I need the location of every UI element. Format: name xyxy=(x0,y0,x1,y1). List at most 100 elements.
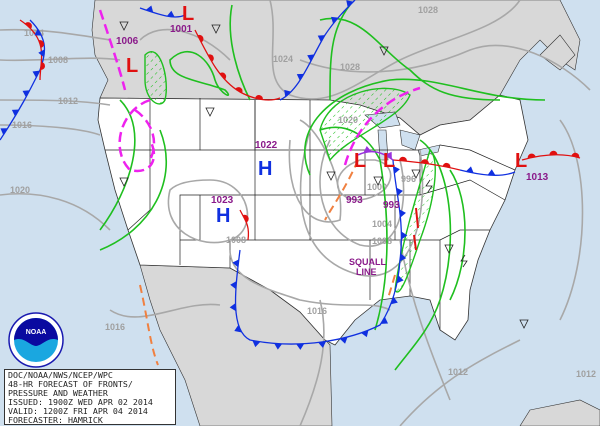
cold-front-triangle xyxy=(385,151,392,160)
info-line-agency: DOC/NOAA/NWS/NCEP/WPC xyxy=(8,370,113,380)
svg-text:1004: 1004 xyxy=(372,219,392,229)
cold-front-triangle xyxy=(390,296,398,305)
warm-front-semicircle xyxy=(549,150,558,155)
warm-front-semicircle xyxy=(219,72,227,80)
cold-front-triangle xyxy=(360,330,369,338)
svg-text:993: 993 xyxy=(346,195,363,206)
cold-front-triangle xyxy=(346,0,354,8)
svg-text:1028: 1028 xyxy=(340,62,360,72)
great-lakes xyxy=(364,111,441,161)
svg-text:1001: 1001 xyxy=(170,24,193,35)
svg-text:L: L xyxy=(126,55,138,77)
trough-lines xyxy=(139,159,396,366)
squall-line-label: SQUALL LINE xyxy=(349,257,387,277)
svg-text:L: L xyxy=(182,3,194,25)
weather-symbols xyxy=(119,21,529,329)
cold-front xyxy=(139,7,186,18)
warm-front xyxy=(392,159,461,171)
warm-front-semicircle xyxy=(571,152,580,158)
info-line-product: 48-HR FORECAST OF FRONTS/ xyxy=(8,379,133,389)
warm-front-semicircle xyxy=(24,22,32,29)
svg-text:L: L xyxy=(383,150,395,172)
cold-front-triangle xyxy=(232,259,239,268)
info-line-issued: ISSUED: 1900Z WED APR 02 2014 xyxy=(8,397,153,407)
cold-front-triangle xyxy=(399,253,407,262)
warm-front-semicircle xyxy=(420,159,429,164)
occluded-front xyxy=(357,150,394,161)
cuba xyxy=(519,399,600,426)
svg-text:1023: 1023 xyxy=(211,195,234,206)
precipitation-areas xyxy=(99,4,546,371)
magenta-lines xyxy=(98,9,421,173)
warm-front xyxy=(521,154,581,161)
svg-text:1024: 1024 xyxy=(273,54,293,64)
low-center: L 993 xyxy=(383,150,400,211)
svg-text:LINE: LINE xyxy=(356,267,377,277)
cold-front-triangle xyxy=(393,165,400,174)
squall-line xyxy=(413,207,419,251)
svg-text:1012: 1012 xyxy=(58,96,78,106)
warm-front-semicircle xyxy=(235,87,243,94)
svg-text:1016: 1016 xyxy=(105,322,125,332)
high-center: H 1022 xyxy=(255,140,278,180)
cold-front-triangle xyxy=(380,317,389,324)
cold-front-triangle xyxy=(229,303,236,312)
cold-front-triangle xyxy=(296,343,305,350)
cold-front-triangle xyxy=(32,70,40,78)
svg-text:1008: 1008 xyxy=(226,235,246,245)
noaa-logo: NOAA xyxy=(8,312,64,368)
low-center: L 993 xyxy=(346,150,366,206)
info-line-valid: VALID: 1200Z FRI APR 04 2014 xyxy=(8,406,148,416)
cold-front-triangle xyxy=(284,89,292,98)
cold-front-triangle xyxy=(465,166,474,174)
cold-front-triangle xyxy=(296,73,305,81)
svg-text:1022: 1022 xyxy=(255,140,278,151)
svg-text:L: L xyxy=(515,150,527,172)
svg-text:H: H xyxy=(258,158,272,180)
svg-text:1012: 1012 xyxy=(448,367,468,377)
svg-text:993: 993 xyxy=(383,200,400,211)
warm-front-semicircle xyxy=(527,153,536,159)
fronts xyxy=(0,0,581,350)
svg-text:1012: 1012 xyxy=(576,369,596,379)
cold-front-triangle xyxy=(230,281,237,290)
low-center: L 1006 xyxy=(116,36,139,77)
cold-front-triangle xyxy=(252,340,261,348)
warm-front-semicircle xyxy=(398,156,407,162)
cold-front-triangle xyxy=(38,49,45,58)
cold-front-triangle xyxy=(401,231,408,240)
cold-front-triangle xyxy=(487,169,496,176)
cold-front-triangle xyxy=(11,109,20,117)
cold-front-triangle xyxy=(34,28,42,36)
cold-front-triangle xyxy=(339,336,348,344)
cold-front-triangle xyxy=(331,16,339,24)
cold-front-triangle xyxy=(166,10,175,18)
svg-text:1020: 1020 xyxy=(10,185,30,195)
warm-front-semicircle xyxy=(197,34,204,43)
svg-text:1006: 1006 xyxy=(116,36,139,47)
warm-front-semicircle xyxy=(242,214,249,223)
warm-front-semicircle xyxy=(255,95,263,100)
warm-front-semicircle xyxy=(442,163,451,168)
cold-front-triangle xyxy=(399,209,406,218)
cold-front-triangle xyxy=(363,146,372,153)
cold-front-triangle xyxy=(234,324,242,333)
cold-front-triangle xyxy=(318,341,327,348)
svg-text:1013: 1013 xyxy=(526,172,549,183)
svg-text:1016: 1016 xyxy=(12,120,32,130)
svg-text:1028: 1028 xyxy=(418,5,438,15)
svg-text:1008: 1008 xyxy=(372,236,392,246)
warm-front-semicircle xyxy=(38,40,45,48)
cold-front-triangle xyxy=(22,90,30,98)
cold-front-triangle xyxy=(307,54,315,62)
cold-front-triangle xyxy=(145,5,154,13)
cold-front xyxy=(234,159,403,345)
forecast-info-box: DOC/NOAA/NWS/NCEP/WPC 48-HR FORECAST OF … xyxy=(4,369,176,425)
svg-text:H: H xyxy=(216,205,230,227)
warm-front xyxy=(19,19,43,81)
warm-front-semicircle xyxy=(40,61,45,70)
